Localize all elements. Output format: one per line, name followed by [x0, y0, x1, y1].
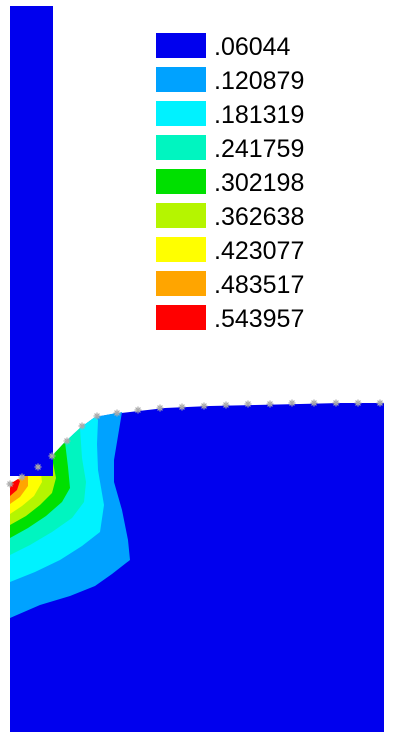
mesh-marker — [18, 473, 26, 481]
mesh-marker — [222, 401, 230, 409]
mesh-marker — [376, 399, 384, 407]
mesh-marker — [34, 463, 42, 471]
legend-label: .302198 — [214, 169, 304, 197]
legend-swatch — [156, 305, 206, 330]
legend-swatch — [156, 33, 206, 58]
mesh-marker — [93, 412, 101, 420]
legend: .06044 .120879 .181319 .241759 .302198 .36263… — [156, 33, 304, 333]
legend-swatch — [156, 237, 206, 262]
legend-label: .181319 — [214, 101, 304, 129]
mesh-marker — [113, 409, 121, 417]
contour-band-543957 — [10, 479, 20, 496]
mesh-marker — [6, 480, 14, 488]
mesh-marker — [288, 399, 296, 407]
mesh-marker — [200, 402, 208, 410]
mesh-marker — [178, 403, 186, 411]
legend-swatch — [156, 203, 206, 228]
legend-label: .483517 — [214, 271, 304, 299]
contour-band-423077 — [10, 466, 42, 514]
mesh-marker — [310, 399, 318, 407]
mesh-marker — [78, 422, 86, 430]
mesh-marker — [63, 437, 71, 445]
legend-swatch — [156, 271, 206, 296]
legend-swatch — [156, 101, 206, 126]
mesh-marker — [244, 400, 252, 408]
legend-label: .241759 — [214, 135, 304, 163]
legend-label: .423077 — [214, 237, 304, 265]
legend-swatch — [156, 67, 206, 92]
legend-label: .362638 — [214, 203, 304, 231]
legend-label: .543957 — [214, 305, 304, 333]
legend-label: .06044 — [214, 33, 291, 61]
mesh-boundary-markers — [6, 399, 384, 488]
mesh-marker — [266, 400, 274, 408]
mesh-marker — [48, 452, 56, 460]
tool-body — [10, 6, 53, 476]
mesh-marker — [156, 404, 164, 412]
mesh-marker — [354, 399, 362, 407]
legend-swatch — [156, 169, 206, 194]
legend-label: .120879 — [214, 67, 304, 95]
legend-swatch — [156, 135, 206, 160]
mesh-marker — [332, 399, 340, 407]
mesh-marker — [134, 406, 142, 414]
